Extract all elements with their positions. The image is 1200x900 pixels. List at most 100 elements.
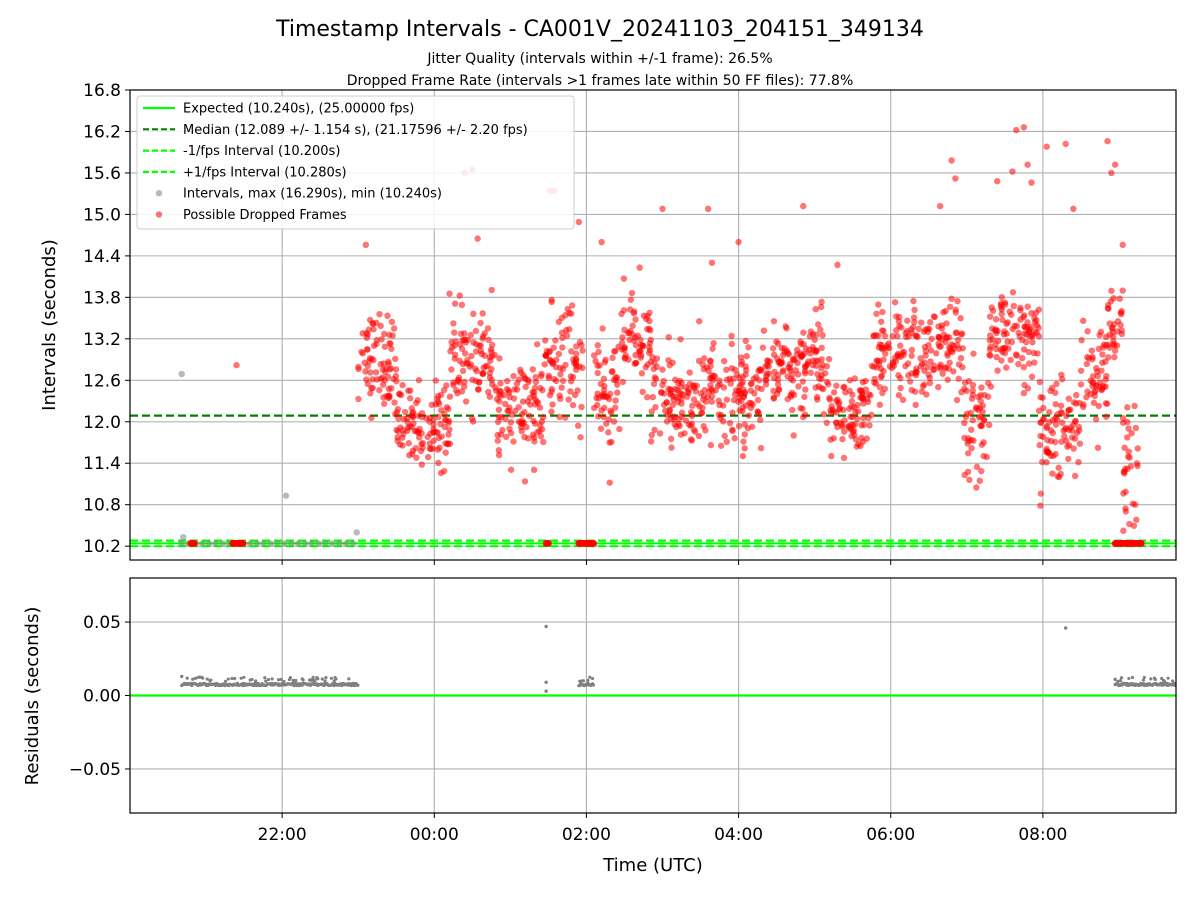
dropped-frame-point — [388, 318, 396, 326]
dropped-frame-point — [939, 370, 946, 377]
dropped-frame-point — [1116, 295, 1123, 302]
dropped-frame-point — [667, 390, 675, 397]
dropped-frame-point — [364, 346, 371, 353]
dropped-frame-point — [878, 372, 885, 379]
dropped-frame-point — [600, 390, 608, 398]
residuals-plot-frame — [129, 577, 1177, 814]
dropped-frame-point — [594, 401, 601, 409]
dropped-frame-point — [758, 385, 765, 393]
dropped-frame-point — [399, 381, 406, 389]
dropped-frame-point — [839, 435, 846, 443]
dropped-frame-point — [432, 377, 439, 384]
dropped-frame-point — [726, 419, 734, 427]
dropped-frame-point — [892, 327, 900, 334]
interval-point — [212, 540, 220, 547]
dropped-frame-point — [606, 390, 614, 398]
dropped-frame-point — [1029, 331, 1036, 339]
dropped-frame-point — [741, 431, 748, 438]
dropped-frame-point — [859, 378, 867, 386]
dropped-frame-point — [461, 378, 468, 386]
dropped-frame-point — [1058, 419, 1066, 426]
dropped-frame-point — [878, 344, 885, 352]
dropped-frame-point — [998, 294, 1006, 301]
dropped-frame-point — [760, 327, 768, 334]
dropped-frame-point — [534, 399, 542, 407]
dropped-frame-point — [369, 319, 376, 327]
dropped-frame-point — [676, 389, 683, 397]
dropped-frame-point — [937, 361, 944, 368]
dropped-frame-point — [706, 357, 714, 364]
dropped-frame-point — [656, 430, 664, 437]
residual-point — [1153, 677, 1157, 682]
residual-point — [239, 676, 243, 680]
dropped-frame-point — [1121, 444, 1128, 451]
dropped-frame-point — [1065, 455, 1072, 463]
dropped-frame-point — [811, 336, 818, 343]
dropped-frame-point — [756, 416, 764, 424]
dropped-frame-point — [977, 397, 984, 405]
dropped-frame-point — [756, 366, 763, 373]
dropped-frame-point — [882, 350, 889, 357]
x-tick-label: 22:00 — [258, 825, 307, 845]
dropped-frame-point — [807, 328, 815, 335]
dropped-frame-point — [709, 345, 716, 352]
y-tick-label: 13.2 — [83, 330, 121, 350]
dropped-frame-point — [1052, 450, 1059, 458]
residual-point — [316, 677, 320, 681]
dropped-frame-point — [765, 363, 772, 370]
dropped-frame-point — [1102, 400, 1110, 407]
dropped-frame-point — [1131, 501, 1139, 508]
dropped-frame-point — [1090, 399, 1098, 407]
residual-point — [191, 677, 195, 681]
dropped-frame-point — [774, 390, 781, 398]
dropped-frame-point — [1080, 317, 1087, 325]
residuals-x-ticks: 22:00 00:00 02:00 04:00 06:00 08:00 — [258, 813, 1067, 845]
dropped-frame-point — [897, 342, 904, 349]
dropped-frame-point — [1020, 389, 1028, 397]
dropped-frame-point — [1015, 360, 1022, 368]
legend-marker — [155, 190, 163, 197]
y-tick-label: 16.2 — [83, 122, 121, 142]
dropped-frame-point — [355, 395, 362, 403]
dropped-frame-point — [413, 399, 420, 407]
dropped-frame-point — [451, 355, 458, 362]
interval-points — [178, 124, 1145, 547]
dropped-frame-point — [720, 357, 728, 365]
dropped-frame-point — [1037, 432, 1044, 440]
dropped-frame-point — [644, 361, 651, 368]
dropped-frame-point — [549, 401, 556, 408]
dropped-frame-point — [1010, 302, 1018, 310]
dropped-frame-point — [955, 375, 962, 382]
residual-point — [233, 676, 237, 681]
dropped-frame-point — [594, 369, 601, 377]
dropped-frame-point — [682, 384, 690, 391]
dropped-frame-point — [370, 326, 377, 333]
dropped-frame-point — [823, 363, 831, 370]
dropped-frame-point — [573, 350, 580, 357]
dropped-frame-point — [563, 332, 571, 339]
dropped-frame-point — [411, 427, 419, 435]
dropped-frame-point — [494, 437, 501, 444]
dropped-frame-point — [1007, 356, 1014, 364]
dropped-frame-point — [875, 301, 882, 308]
dropped-frame-point — [565, 396, 572, 403]
dropped-frame-point — [744, 425, 752, 432]
interval-point — [205, 540, 213, 547]
legend-label: Median (12.089 +/- 1.154 s), (21.17596 +… — [183, 123, 528, 138]
residual-point — [588, 675, 592, 679]
dropped-frame-point — [451, 329, 458, 336]
dropped-frame-point — [973, 484, 980, 491]
interval-point — [246, 540, 254, 547]
dropped-frame-point — [927, 347, 935, 354]
dropped-frame-point — [968, 436, 975, 444]
interval-point — [180, 533, 187, 541]
dropped-frame-point — [1043, 424, 1050, 432]
dropped-frame-point — [519, 398, 527, 405]
dropped-frame-point — [529, 431, 537, 438]
dropped-frame-point — [1099, 351, 1106, 358]
dropped-frame-point — [1124, 453, 1132, 460]
dropped-frame-point — [822, 370, 829, 377]
dropped-frame-point — [727, 380, 734, 387]
dropped-frame-point — [735, 398, 742, 405]
dropped-frame-point — [590, 540, 598, 547]
